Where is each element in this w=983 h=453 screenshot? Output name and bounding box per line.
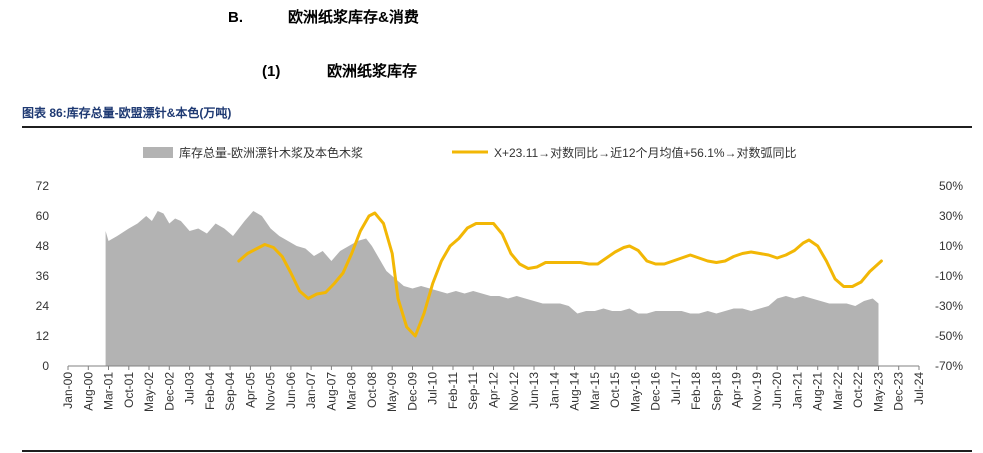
subsection-number: (1)	[262, 63, 281, 80]
inventory-area	[105, 211, 879, 366]
x-tick-label: Jun-06	[284, 372, 298, 409]
x-tick-label: Feb-11	[446, 372, 460, 409]
x-tick-label: Mar-01	[102, 372, 116, 410]
x-tick-label: May-09	[385, 372, 399, 412]
x-tick-label: Feb-04	[203, 372, 217, 410]
x-tick-label: May-16	[628, 372, 642, 412]
left-tick-label: 48	[36, 239, 50, 253]
x-tick-label: Apr-19	[730, 372, 744, 408]
x-tick-label: Dec-23	[892, 372, 906, 411]
x-tick-label: Feb-18	[689, 372, 703, 410]
x-tick-label: Dec-09	[406, 372, 420, 411]
x-tick-label: Jul-24	[912, 372, 926, 405]
x-axis-ticks: Jan-00 Aug-00 Mar-01 Oct-01 May-02 Dec-02 Jul-…	[61, 366, 926, 412]
section-title: 欧洲纸浆库存&消费	[288, 9, 419, 26]
x-tick-label: Jul-10	[426, 372, 440, 405]
x-tick-label: Jan-07	[304, 372, 318, 409]
yoy-line	[237, 211, 883, 338]
right-tick-label: -70%	[935, 359, 963, 373]
x-tick-label: Oct-22	[851, 372, 865, 408]
x-tick-label: Sep-11	[466, 372, 480, 410]
x-tick-label: Aug-14	[568, 372, 582, 411]
area-layer	[105, 211, 879, 366]
legend-label-inventory: 库存总量-欧洲漂针木浆及本色木浆	[179, 145, 363, 160]
x-tick-label: Dec-16	[649, 372, 663, 411]
right-tick-label: 30%	[939, 209, 963, 223]
x-tick-label: Oct-01	[122, 372, 136, 408]
x-tick-label: Mar-15	[588, 372, 602, 410]
section-number: B.	[228, 9, 243, 26]
top-rule	[22, 126, 972, 128]
x-tick-label: Oct-08	[365, 372, 379, 408]
x-tick-label: Aug-00	[81, 372, 95, 411]
legend: 库存总量-欧洲漂针木浆及本色木浆 X+23.11→对数同比→近12个月均值+56…	[143, 145, 797, 160]
legend-swatch-inventory	[143, 147, 173, 158]
left-tick-label: 72	[36, 179, 50, 193]
right-tick-label: -50%	[935, 329, 963, 343]
right-axis-ticks: -70% -50% -30% -10% 10% 30% 50%	[935, 179, 963, 373]
bottom-rule	[22, 450, 972, 452]
x-tick-label: Jan-00	[61, 372, 75, 409]
left-tick-label: 24	[36, 299, 50, 313]
x-tick-label: May-02	[142, 372, 156, 412]
x-tick-label: Mar-08	[345, 372, 359, 410]
x-tick-label: Aug-21	[811, 372, 825, 411]
x-tick-label: Oct-15	[608, 372, 622, 408]
right-tick-label: -10%	[935, 269, 963, 283]
x-tick-label: Mar-22	[831, 372, 845, 410]
legend-label-yoy: X+23.11→对数同比→近12个月均值+56.1%→对数弧同比	[494, 145, 797, 160]
x-tick-label: Apr-12	[487, 372, 501, 408]
x-tick-label: May-23	[872, 372, 886, 412]
left-tick-label: 60	[36, 209, 50, 223]
x-tick-label: Jun-20	[770, 372, 784, 409]
x-tick-label: Nov-12	[507, 372, 521, 411]
left-tick-label: 0	[42, 359, 49, 373]
left-tick-label: 36	[36, 269, 50, 283]
x-tick-label: Nov-05	[264, 372, 278, 411]
x-tick-label: Jan-21	[790, 372, 804, 409]
x-tick-label: Jul-03	[183, 372, 197, 405]
x-tick-label: Jan-14	[547, 372, 561, 409]
x-tick-label: Dec-02	[162, 372, 176, 411]
x-tick-label: Sep-18	[709, 372, 723, 411]
left-axis-ticks: 0 12 24 36 48 60 72	[36, 179, 50, 373]
x-tick-label: Aug-07	[324, 372, 338, 411]
right-tick-label: 50%	[939, 179, 963, 193]
x-tick-label: Nov-19	[750, 372, 764, 411]
right-tick-label: 10%	[939, 239, 963, 253]
line-layer	[237, 211, 883, 338]
right-tick-label: -30%	[935, 299, 963, 313]
x-tick-label: Sep-04	[223, 372, 237, 411]
x-tick-label: Apr-05	[243, 372, 257, 408]
left-tick-label: 12	[36, 329, 50, 343]
subsection-heading: (1) 欧洲纸浆库存	[262, 60, 417, 81]
subsection-title: 欧洲纸浆库存	[327, 63, 418, 80]
figure-title: 图表 86:库存总量-欧盟漂针&本色(万吨)	[22, 106, 232, 120]
section-heading: B. 欧洲纸浆库存&消费	[228, 6, 419, 27]
x-tick-label: Jun-13	[527, 372, 541, 409]
x-tick-label: Jul-17	[669, 372, 683, 405]
